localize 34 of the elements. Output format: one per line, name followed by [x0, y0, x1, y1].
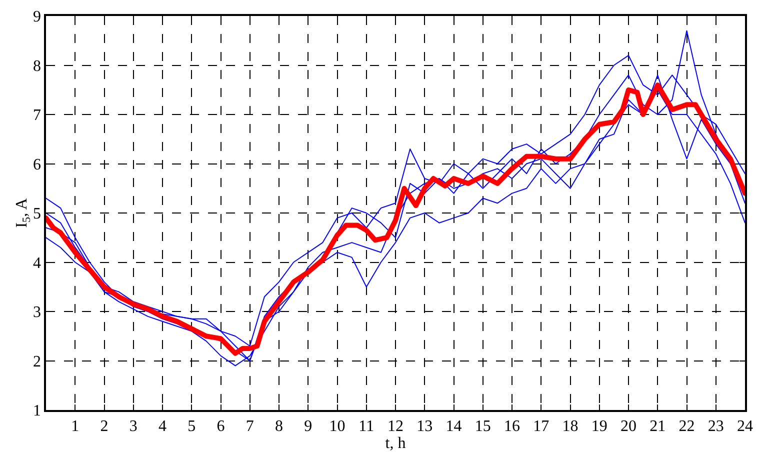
x-tick-label: 20	[620, 418, 636, 435]
x-tick-label: 4	[158, 418, 166, 435]
x-tick-label: 21	[650, 418, 666, 435]
y-tick-label: 7	[33, 107, 42, 124]
x-tick-label: 16	[504, 418, 520, 435]
y-tick-label: 1	[33, 402, 42, 420]
y-tick-label: 5	[33, 206, 42, 223]
x-tick-label: 5	[188, 418, 196, 435]
x-tick-label: 9	[304, 418, 312, 435]
x-tick-label: 17	[533, 418, 550, 435]
y-tick-label: 3	[33, 304, 42, 322]
x-tick-label: 15	[474, 418, 491, 435]
x-tick-label: 18	[562, 418, 578, 435]
x-tick-label: 11	[358, 418, 374, 435]
x-tick-label: 3	[129, 418, 138, 435]
x-tick-label: 14	[446, 418, 462, 435]
x-tick-label: 1	[71, 418, 80, 435]
x-tick-label: 12	[388, 418, 404, 435]
x-tick-label: 22	[678, 418, 695, 435]
y-tick-label: 2	[33, 353, 42, 370]
y-tick-label: 4	[33, 254, 42, 272]
x-axis-title: t, h	[385, 434, 406, 452]
y-tick-label: 9	[33, 8, 42, 26]
x-tick-label: 10	[329, 418, 346, 435]
x-tick-label: 24	[737, 418, 753, 435]
y-tick-label: 6	[33, 156, 42, 174]
y-tick-label: 8	[33, 58, 42, 75]
x-tick-label: 13	[416, 418, 433, 435]
x-tick-label: 2	[100, 418, 108, 435]
x-tick-label: 7	[246, 418, 254, 435]
x-tick-label: 19	[591, 418, 608, 435]
x-tick-label: 23	[708, 418, 724, 435]
x-tick-label: 8	[275, 418, 283, 435]
x-tick-label: 6	[216, 418, 225, 435]
